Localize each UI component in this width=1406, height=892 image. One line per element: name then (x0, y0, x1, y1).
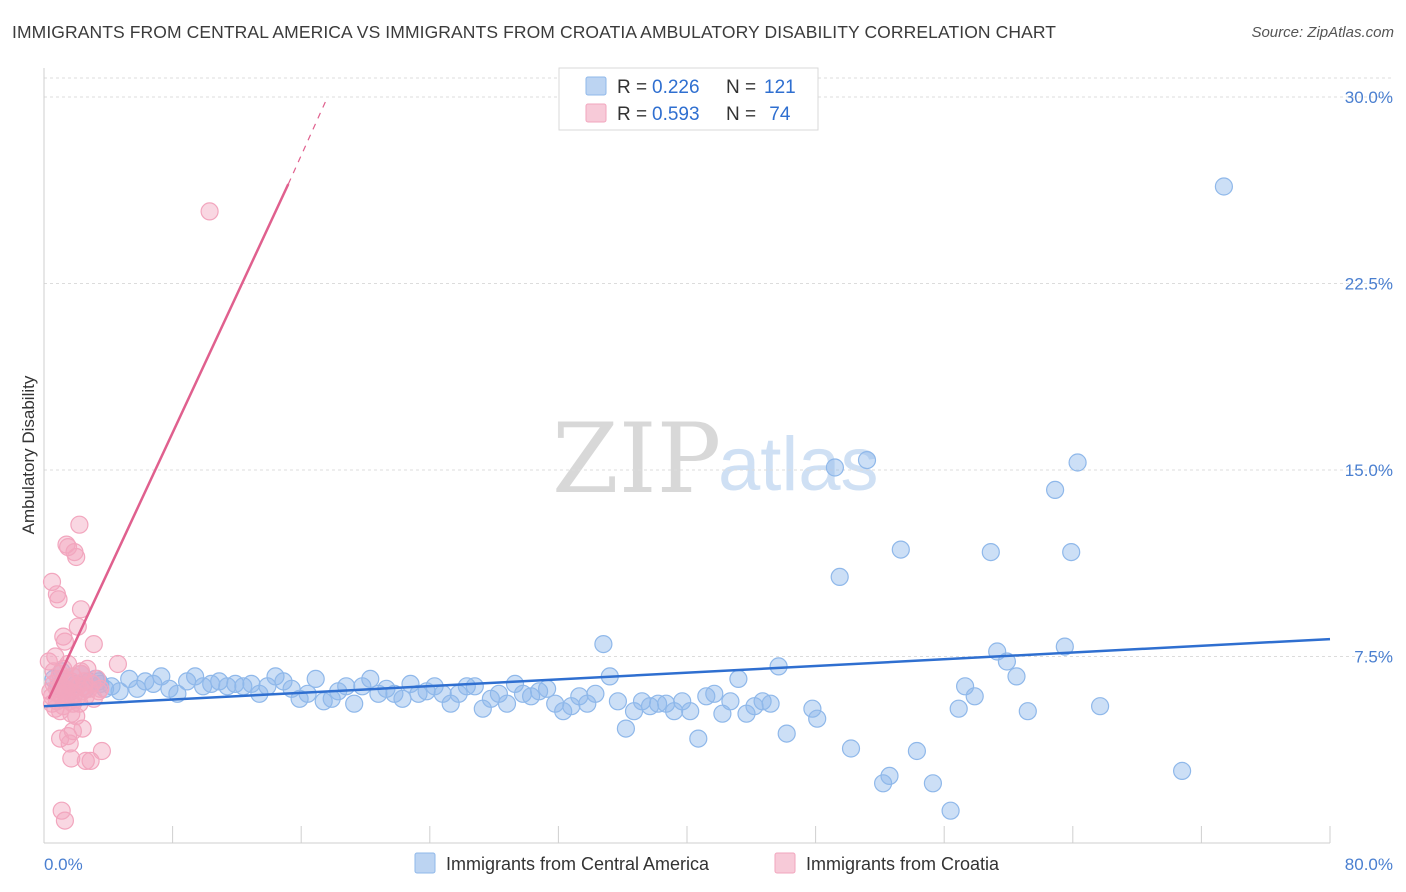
watermark-atlas: atlas (718, 422, 879, 507)
central-america-point-48 (393, 689, 412, 708)
y-tick-label-3: 30.0% (1345, 88, 1393, 107)
legend-r-label-0: R = (617, 77, 647, 98)
central-america-point-111 (965, 687, 984, 706)
central-america-point-76 (616, 719, 636, 738)
series-legend: Immigrants from Central America Immigran… (414, 852, 1000, 874)
croatia-point-73 (91, 679, 110, 698)
croatia-point-65 (52, 801, 71, 820)
y-tick-label-2: 22.5% (1345, 275, 1393, 294)
central-america-point-120 (1068, 453, 1087, 472)
central-america-point-97 (803, 699, 822, 718)
legend-swatch-croatia (585, 103, 607, 123)
central-america-trend-line (43, 637, 1331, 708)
croatia-point-60 (76, 751, 95, 771)
legend-n-label-0: N = (726, 77, 756, 98)
central-america-point-90 (729, 669, 748, 689)
central-america-point-108 (941, 801, 960, 820)
croatia-point-52 (62, 749, 81, 768)
y-tick-label-1: 15.0% (1345, 461, 1393, 480)
central-america-point-117 (1045, 480, 1065, 499)
chart-title: IMMIGRANTS FROM CENTRAL AMERICA VS IMMIG… (12, 22, 1057, 42)
central-america-point-101 (841, 739, 861, 758)
watermark: ZIP atlas (552, 403, 879, 515)
y-axis-tick-labels: 7.5% 15.0% 22.5% 30.0% (1345, 88, 1393, 667)
central-america-point-41 (337, 677, 356, 696)
x-tick-label-min: 0.0% (44, 855, 83, 874)
central-america-point-42 (345, 694, 364, 713)
croatia-point-45 (49, 590, 68, 609)
central-america-point-109 (949, 699, 968, 718)
series-legend-swatch-central-america (414, 852, 436, 874)
central-america-point-66 (537, 679, 557, 698)
central-america-point-110 (955, 677, 975, 696)
croatia-trend-line (47, 183, 290, 700)
central-america-point-94 (761, 694, 780, 713)
central-america-point-75 (608, 692, 628, 711)
legend-n-label-1: N = (726, 104, 756, 125)
croatia-point-66 (55, 811, 75, 830)
central-america-point-118 (1055, 637, 1074, 656)
central-america-point-98 (808, 709, 827, 728)
central-america-point-102 (857, 451, 877, 470)
series-legend-swatch-croatia (774, 852, 796, 874)
series-legend-label-central-america: Immigrants from Central America (446, 854, 710, 874)
central-america-point-61 (497, 694, 517, 713)
central-america-point-106 (907, 741, 927, 761)
croatia-point-67 (58, 726, 78, 746)
central-america-point-104 (880, 766, 899, 786)
series-legend-label-croatia: Immigrants from Croatia (806, 854, 1000, 874)
central-america-point-13 (110, 682, 129, 701)
central-america-point-37 (306, 669, 325, 689)
central-america-point-72 (586, 684, 605, 703)
croatia-point-69 (67, 707, 86, 726)
central-america-point-107 (923, 774, 943, 793)
legend-swatch-central-america (585, 76, 607, 96)
series-croatia (39, 202, 219, 830)
legend-n-value-1: 74 (764, 104, 791, 125)
legend-r-value-0: 0.226 (652, 77, 700, 98)
croatia-point-48 (55, 632, 75, 651)
y-axis-label: Ambulatory Disability (19, 375, 38, 534)
central-america-point-115 (1007, 667, 1026, 686)
central-america-point-116 (1018, 702, 1037, 721)
legend-n-value-0: 121 (764, 77, 796, 98)
grid-lines (44, 77, 1393, 657)
croatia-point-55 (67, 547, 86, 567)
central-america-point-89 (721, 692, 740, 711)
central-america-point-87 (705, 684, 724, 703)
croatia-point-64 (108, 654, 128, 674)
central-america-point-73 (594, 634, 613, 654)
central-america-point-100 (830, 567, 849, 587)
croatia-trend-extension (287, 101, 326, 185)
central-america-point-103 (873, 774, 893, 793)
central-america-point-123 (1214, 177, 1234, 196)
y-tick-label-0: 7.5% (1354, 648, 1393, 667)
central-america-point-121 (1090, 697, 1110, 716)
x-axis-ticks (43, 826, 1331, 843)
central-america-point-99 (825, 458, 845, 477)
trend-lines (43, 101, 1331, 708)
central-america-point-119 (1062, 542, 1081, 562)
central-america-point-44 (361, 669, 380, 689)
croatia-point-57 (70, 515, 89, 534)
croatia-point-63 (92, 741, 112, 761)
croatia-point-72 (200, 202, 219, 221)
x-tick-label-max: 80.0% (1345, 855, 1393, 874)
stats-legend: R = 0.226 N = 121 R = 0.593 N = 74 (558, 67, 819, 131)
central-america-point-85 (689, 729, 708, 748)
legend-r-label-1: R = (617, 104, 647, 125)
central-america-point-96 (777, 724, 796, 743)
central-america-point-112 (981, 542, 1000, 562)
central-america-point-84 (681, 702, 700, 721)
croatia-point-62 (84, 634, 103, 654)
legend-r-value-1: 0.593 (652, 104, 700, 125)
central-america-point-105 (891, 540, 910, 559)
croatia-point-71 (75, 677, 94, 696)
watermark-zip: ZIP (552, 403, 721, 515)
central-america-point-57 (465, 677, 484, 696)
central-america-point-122 (1172, 761, 1192, 781)
chart-source: Source: ZipAtlas.com (1251, 24, 1394, 41)
